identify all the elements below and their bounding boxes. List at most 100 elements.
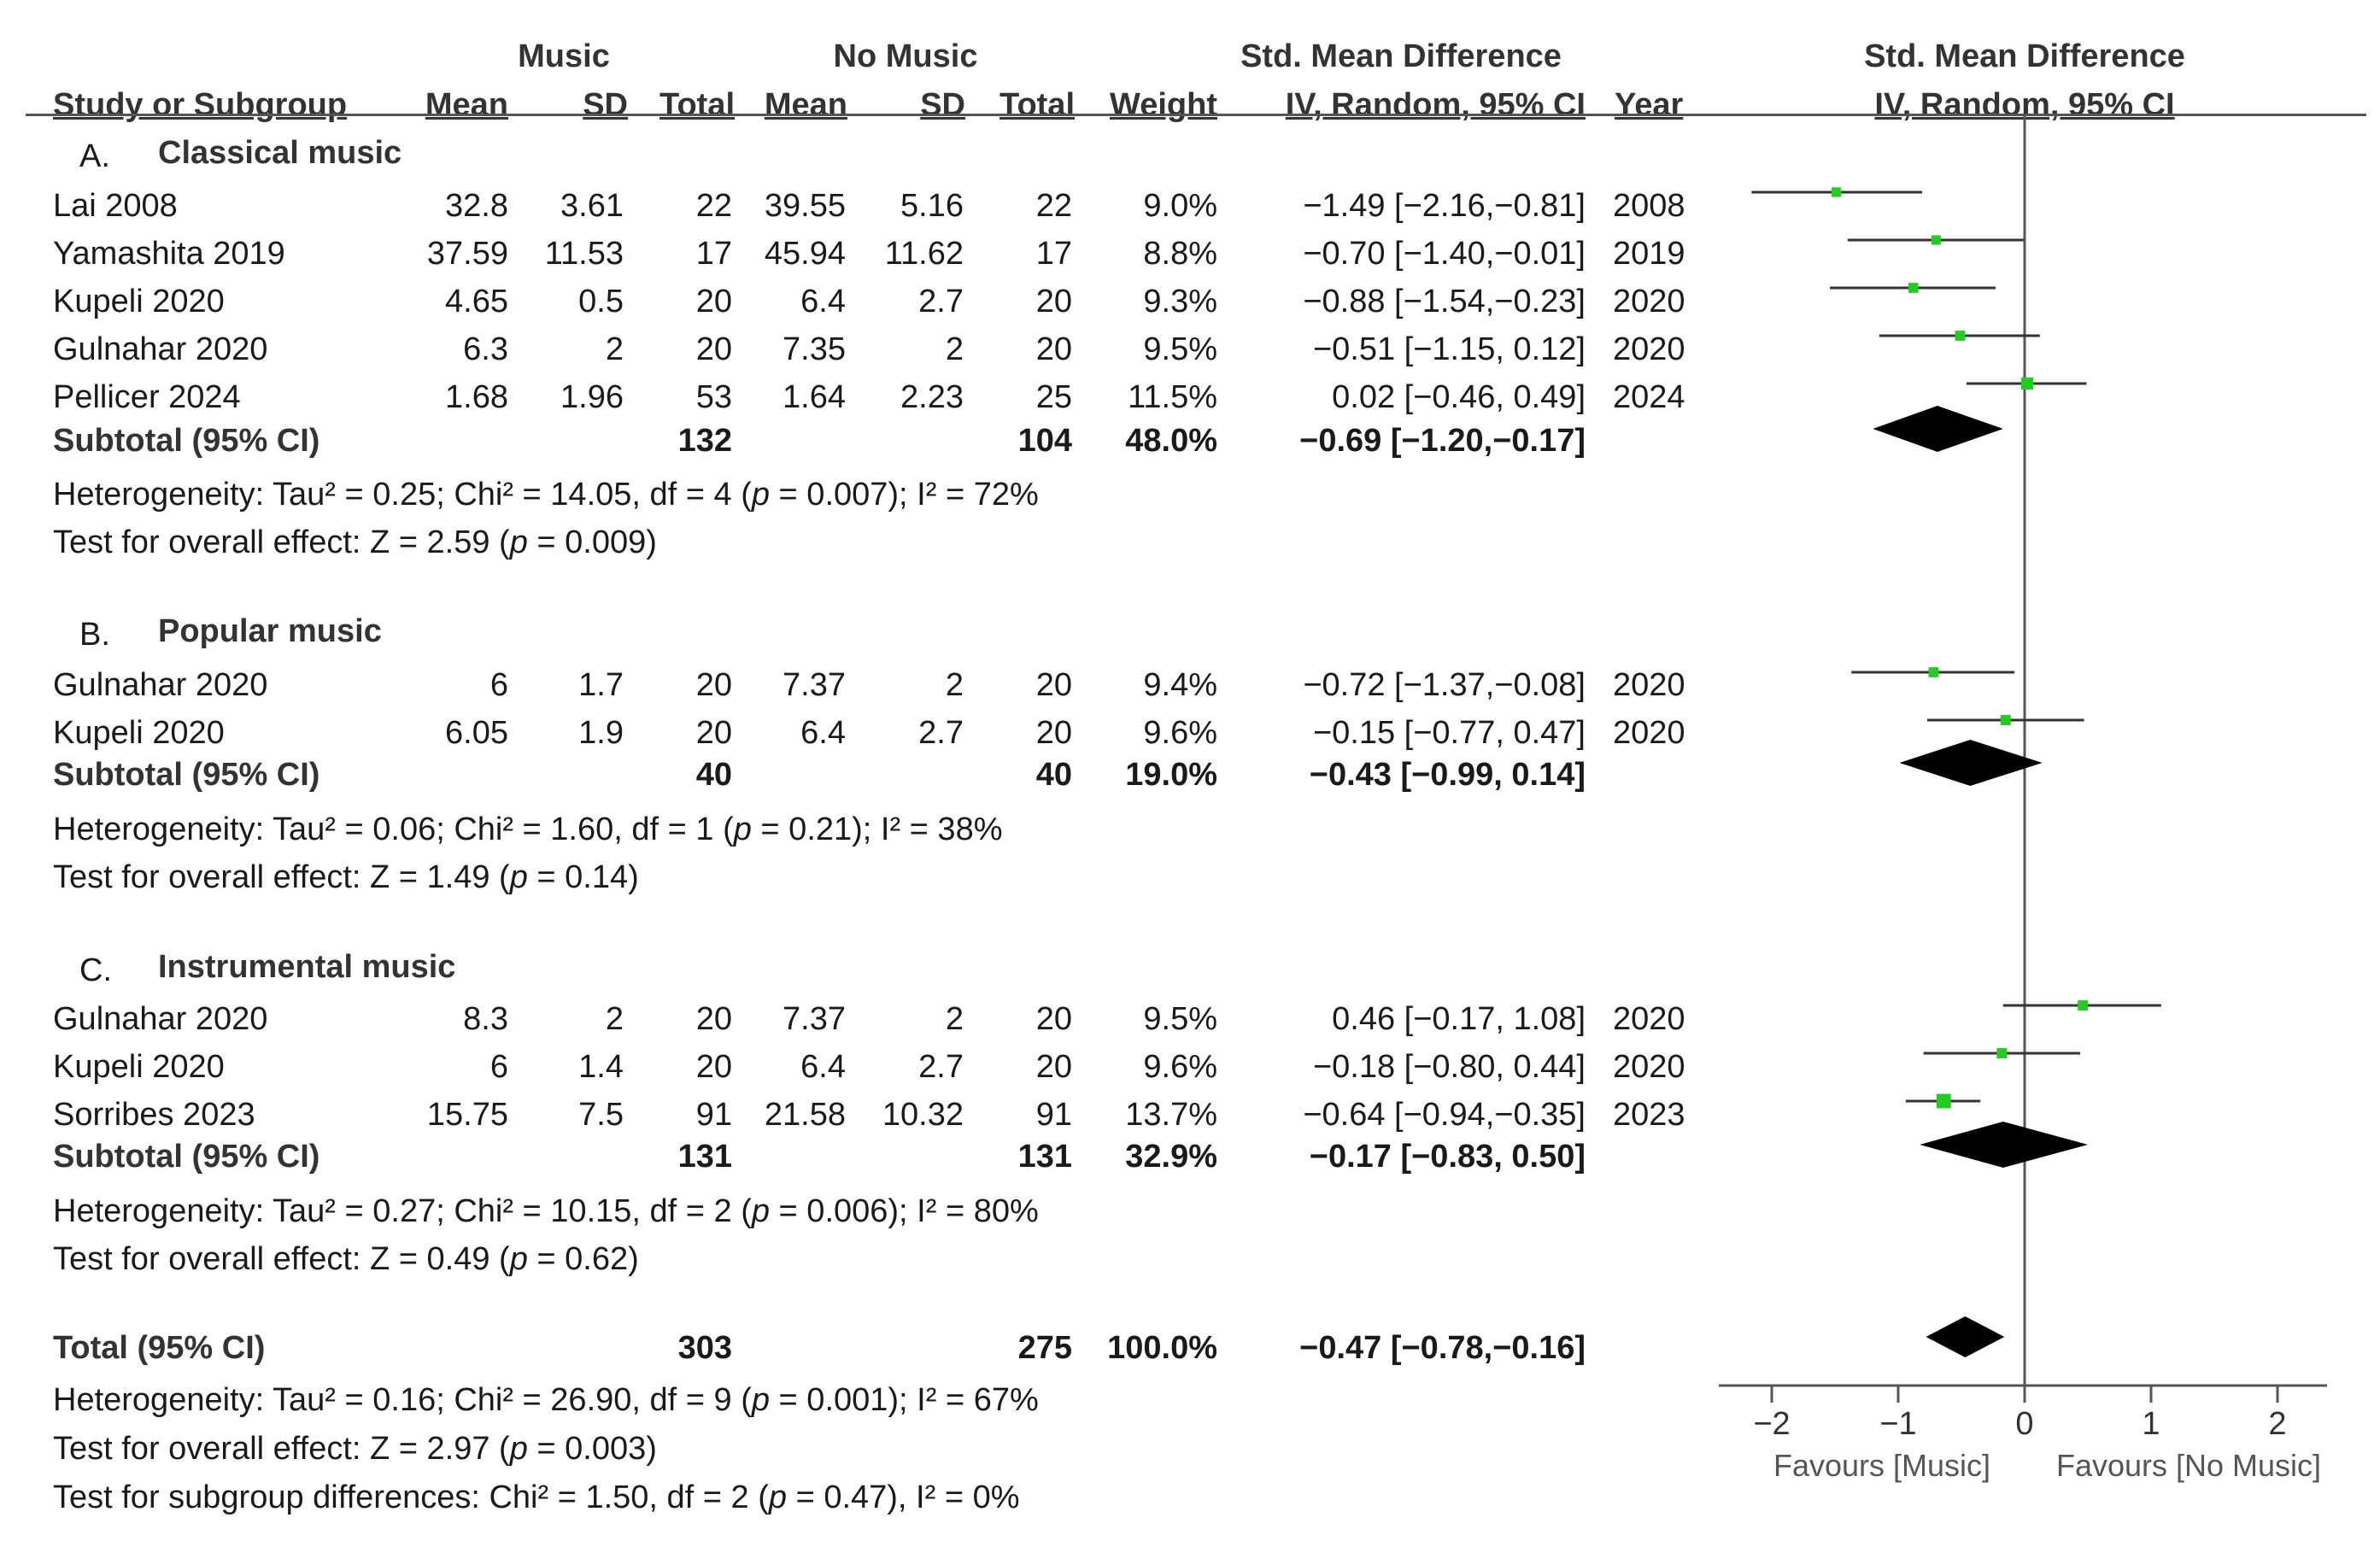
effect-marker [1908,283,1919,293]
study-name: Gulnahar 2020 [53,667,268,703]
music-sd: 3.61 [560,188,624,224]
subtotal-diamond [1873,406,2003,452]
study-year: 2020 [1613,667,1685,703]
subtotal-label: Subtotal (95% CI) [53,757,320,793]
effect-marker [1928,667,1939,677]
favours-no-music-label: Favours [No Music] [2056,1448,2321,1483]
nomusic-sd: 5.16 [900,188,964,224]
study-year: 2008 [1613,188,1685,224]
subgroup-differences-text: Test for subgroup differences: Chi² = 1.… [53,1479,1020,1515]
weight: 8.8% [1143,236,1217,272]
music-total: 20 [695,667,732,703]
weight: 9.4% [1143,667,1217,703]
smd-ci: −0.15 [−0.77, 0.47] [1312,715,1586,751]
music-total: 20 [695,284,732,319]
music-total: 22 [695,188,732,224]
music-total: 91 [695,1097,732,1133]
music-mean: 4.65 [445,284,508,319]
nomusic-sd: 2 [945,1001,964,1037]
weight: 9.6% [1143,1049,1217,1085]
nomusic-mean: 6.4 [800,1049,846,1085]
nomusic-sd: 11.62 [884,236,964,272]
weight: 13.7% [1125,1097,1217,1133]
subtotal-diamond [1899,740,2043,786]
music-total: 20 [695,331,732,367]
music-mean: 6.05 [445,715,508,751]
study-year: 2024 [1613,379,1685,415]
music-total: 20 [695,715,732,751]
nomusic-total: 91 [1035,1097,1072,1133]
effect-marker [1955,331,1966,341]
nomusic-total: 25 [1035,379,1072,415]
heterogeneity-text: Heterogeneity: Tau² = 0.25; Chi² = 14.05… [53,477,1039,513]
music-total: 20 [695,1049,732,1085]
music-mean: 6 [489,1049,508,1085]
smd-ci: 0.46 [−0.17, 1.08] [1332,1001,1586,1037]
subtotal-nomusic-total: 131 [1017,1139,1072,1175]
smd-ci: −0.64 [−0.94,−0.35] [1303,1097,1586,1133]
weight: 9.6% [1143,715,1217,751]
nomusic-sd: 10.32 [882,1097,964,1133]
nomusic-sd: 2 [945,331,964,367]
music-sd: 7.5 [578,1097,624,1133]
music-total: 53 [695,379,732,415]
nomusic-mean: 6.4 [800,715,846,751]
subtotal-nomusic-total: 40 [1035,757,1072,793]
nomusic-sd: 2.23 [900,379,964,415]
nomusic-total: 22 [1035,188,1072,224]
subtotal-nomusic-total: 104 [1017,423,1072,459]
nomusic-mean: 7.35 [783,331,846,367]
smd-title: Std. Mean Difference [1240,38,1562,74]
study-year: 2020 [1613,284,1685,319]
header-rule [26,114,2366,116]
smd-ci: −0.18 [−0.80, 0.44] [1312,1049,1586,1085]
weight: 9.5% [1143,331,1217,367]
study-year: 2020 [1613,1049,1685,1085]
weight: 9.5% [1143,1001,1217,1037]
study-year: 2020 [1613,331,1685,367]
subtotal-weight: 32.9% [1125,1139,1217,1175]
overall-effect-text: Test for overall effect: Z = 0.49 (p = 0… [53,1241,639,1277]
smd-ci: −0.88 [−1.54,−0.23] [1303,284,1586,319]
nomusic-total: 20 [1035,1049,1072,1085]
music-mean: 37.59 [426,236,508,272]
effect-marker [1831,187,1842,197]
subtotal-ci: −0.69 [−1.20,−0.17] [1299,423,1586,459]
smd-ci: −1.49 [−2.16,−0.81] [1303,188,1586,224]
subtotal-music-total: 132 [677,423,732,459]
total-weight: 100.0% [1107,1330,1217,1366]
nomusic-mean: 1.64 [783,379,846,415]
nomusic-mean: 45.94 [764,236,846,272]
study-year: 2019 [1613,236,1685,272]
subtotal-diamond [1920,1122,2088,1168]
effect-marker [2078,1000,2088,1011]
subtotal-ci: −0.43 [−0.99, 0.14] [1309,757,1586,793]
subgroup-b-letter: B. [79,617,110,653]
overall-effect-text: Test for overall effect: Z = 1.49 (p = 0… [53,859,639,895]
music-mean: 6.3 [463,331,508,367]
favours-music-label: Favours [Music] [1773,1448,1990,1483]
nomusic-sd: 2 [945,667,964,703]
x-tick-label: 0 [2015,1406,2033,1442]
smd-ci: −0.72 [−1.37,−0.08] [1303,667,1586,703]
effect-marker [2020,377,2034,390]
study-year: 2020 [1613,715,1685,751]
subtotal-label: Subtotal (95% CI) [53,1139,320,1175]
music-sd: 2 [605,331,624,367]
study-year: 2023 [1613,1097,1685,1133]
nomusic-mean: 39.55 [764,188,846,224]
study-name: Lai 2008 [53,188,178,224]
group1-header: Music [518,38,610,74]
total-nomusic: 275 [1017,1330,1072,1366]
study-name: Gulnahar 2020 [53,331,268,367]
study-name: Gulnahar 2020 [53,1001,268,1037]
x-tick-label: −2 [1753,1406,1790,1442]
heterogeneity-text: Heterogeneity: Tau² = 0.06; Chi² = 1.60,… [53,812,1003,847]
music-mean: 8.3 [463,1001,508,1037]
subtotal-weight: 19.0% [1125,757,1217,793]
subtotal-label: Subtotal (95% CI) [53,423,320,459]
total-heterogeneity-text: Heterogeneity: Tau² = 0.16; Chi² = 26.90… [53,1382,1039,1418]
subtotal-music-total: 40 [695,757,732,793]
music-mean: 32.8 [445,188,508,224]
